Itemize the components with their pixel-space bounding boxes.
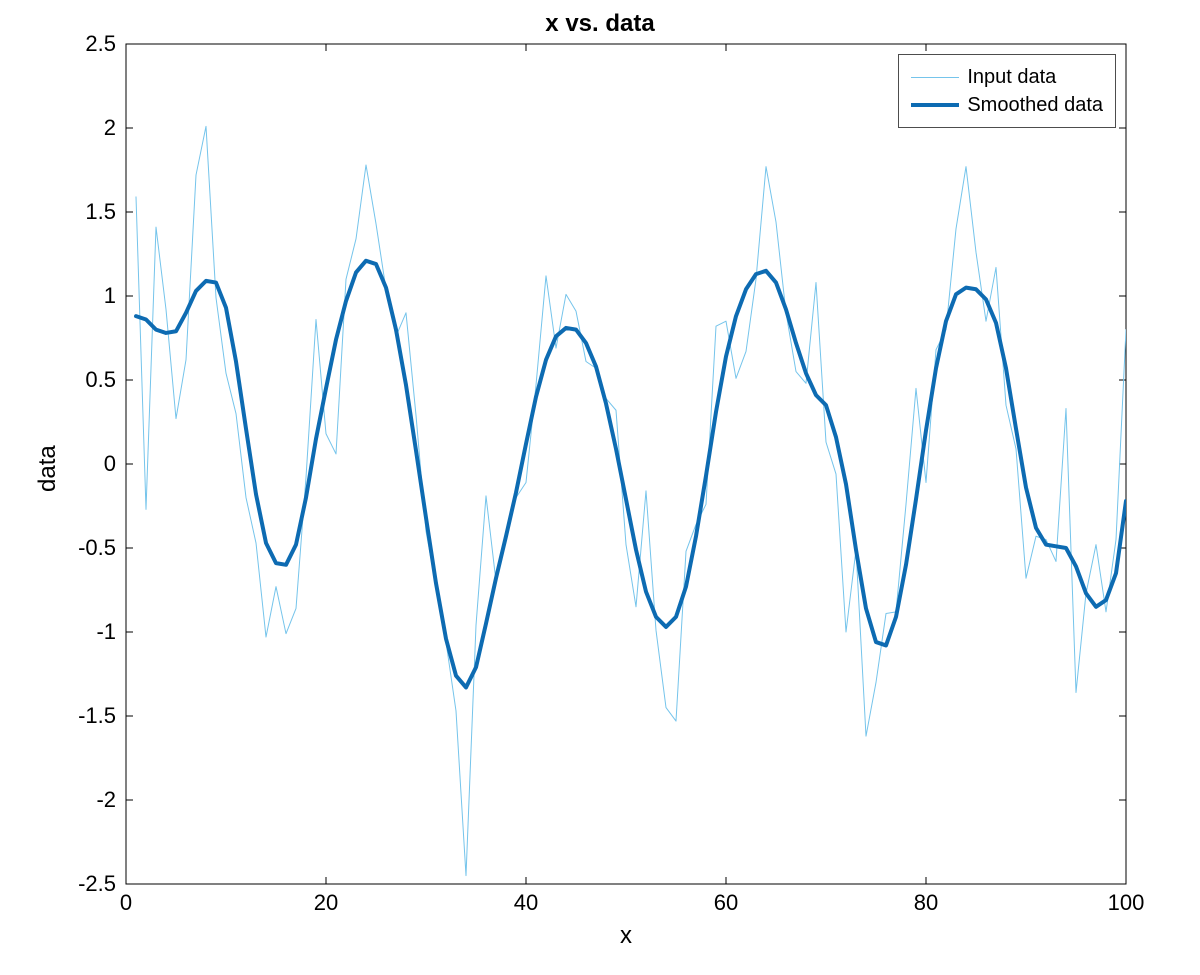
- y-tick-label: 0.5: [85, 367, 116, 393]
- y-tick-label: 1.5: [85, 199, 116, 225]
- y-tick-label: -0.5: [78, 535, 116, 561]
- legend-label: Input data: [967, 66, 1056, 89]
- legend-line-sample: [911, 77, 959, 78]
- y-tick-label: 0: [104, 451, 116, 477]
- y-tick-label: 2: [104, 115, 116, 141]
- legend-item: Input data: [911, 63, 1103, 91]
- y-tick-label: 1: [104, 283, 116, 309]
- plot-svg: [0, 0, 1200, 975]
- y-tick-label: -1: [96, 619, 116, 645]
- x-tick-label: 60: [686, 890, 766, 916]
- x-tick-label: 100: [1086, 890, 1166, 916]
- legend-item: Smoothed data: [911, 91, 1103, 119]
- y-tick-label: -2: [96, 787, 116, 813]
- legend: Input data Smoothed data: [898, 54, 1116, 128]
- y-tick-label: -1.5: [78, 703, 116, 729]
- x-axis-label: x: [126, 922, 1126, 950]
- legend-line-sample: [911, 103, 959, 107]
- y-tick-label: 2.5: [85, 31, 116, 57]
- x-tick-label: 80: [886, 890, 966, 916]
- y-axis-label: data: [34, 445, 62, 492]
- x-tick-label: 20: [286, 890, 366, 916]
- legend-label: Smoothed data: [967, 94, 1103, 117]
- y-tick-label: -2.5: [78, 871, 116, 897]
- chart-wrap: x vs. data data x 020406080100-2.5-2-1.5…: [0, 0, 1200, 975]
- x-tick-label: 40: [486, 890, 566, 916]
